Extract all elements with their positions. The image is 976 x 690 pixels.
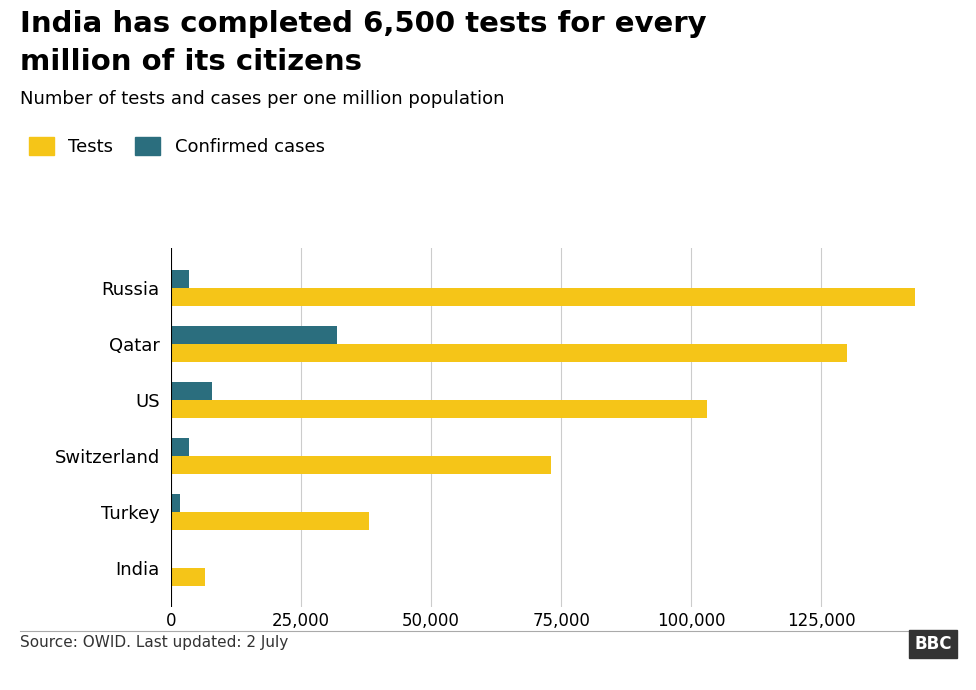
Bar: [171, 344, 847, 362]
Bar: [171, 494, 181, 512]
Bar: [171, 512, 369, 530]
Text: million of its citizens: million of its citizens: [20, 48, 361, 77]
Bar: [171, 400, 707, 417]
Bar: [171, 438, 189, 456]
Bar: [171, 550, 172, 568]
Bar: [171, 382, 213, 400]
Text: BBC: BBC: [915, 635, 952, 653]
Text: Source: OWID. Last updated: 2 July: Source: OWID. Last updated: 2 July: [20, 635, 288, 650]
Bar: [171, 326, 338, 344]
Bar: [171, 568, 205, 586]
Text: India has completed 6,500 tests for every: India has completed 6,500 tests for ever…: [20, 10, 707, 39]
Legend: Tests, Confirmed cases: Tests, Confirmed cases: [28, 137, 325, 156]
Bar: [171, 288, 915, 306]
Bar: [171, 270, 189, 288]
Text: Number of tests and cases per one million population: Number of tests and cases per one millio…: [20, 90, 504, 108]
Bar: [171, 456, 550, 474]
